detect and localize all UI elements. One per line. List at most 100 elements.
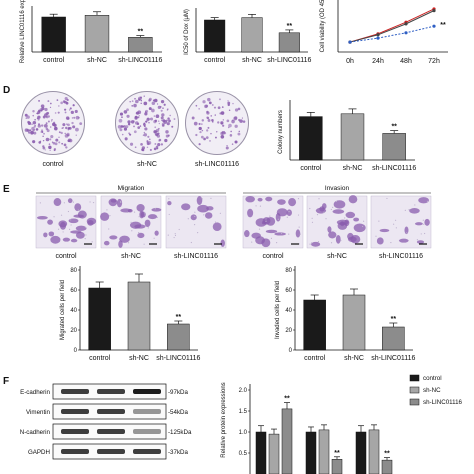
pore-dot bbox=[210, 197, 212, 199]
colony-dot bbox=[32, 114, 34, 117]
colony-dot bbox=[144, 127, 148, 131]
significance-mark: ** bbox=[176, 314, 182, 321]
colony-dot bbox=[71, 117, 74, 119]
pore-dot bbox=[130, 221, 132, 223]
colony-dot bbox=[119, 128, 123, 132]
colony-dot bbox=[51, 141, 54, 143]
colony-dot bbox=[69, 107, 72, 110]
pore-dot bbox=[70, 224, 72, 226]
colony-dot bbox=[60, 101, 63, 105]
pore-dot bbox=[92, 201, 95, 204]
colony-dot bbox=[54, 127, 57, 129]
colony-dot bbox=[171, 125, 174, 128]
image-label: sh-LINC01116 bbox=[174, 253, 218, 260]
pore-dot bbox=[67, 210, 70, 213]
data-point bbox=[432, 9, 436, 13]
x-tick-label: sh-NC bbox=[344, 355, 364, 362]
cell-blob bbox=[167, 201, 172, 206]
x-tick-label: control bbox=[204, 57, 225, 64]
cell-blob bbox=[414, 222, 423, 226]
x-tick-label: sh-LINC01116 bbox=[156, 355, 200, 362]
cell-blob bbox=[353, 223, 366, 233]
pore-dot bbox=[39, 202, 41, 204]
colony-dot bbox=[31, 126, 35, 131]
pore-dot bbox=[394, 219, 397, 221]
significance-mark: ** bbox=[384, 451, 390, 458]
colony-dot bbox=[142, 149, 145, 152]
colony-dot bbox=[154, 126, 157, 129]
colony-dot bbox=[60, 131, 63, 135]
pore-dot bbox=[174, 233, 176, 235]
colony-dot bbox=[160, 109, 163, 112]
colony-dot bbox=[63, 100, 67, 104]
y-tick-label: 0 bbox=[74, 348, 78, 354]
pore-dot bbox=[62, 231, 64, 233]
colony-dot bbox=[228, 109, 231, 112]
colony-dot bbox=[32, 140, 36, 144]
colony-dot bbox=[64, 132, 66, 135]
cell-blob bbox=[319, 206, 325, 212]
legend-label: sh-NC bbox=[423, 387, 441, 394]
colony-dot bbox=[33, 125, 36, 128]
colony-dot bbox=[64, 111, 67, 114]
colony-dot bbox=[157, 143, 161, 147]
colony-dot bbox=[158, 122, 160, 125]
colony-dot bbox=[75, 127, 79, 132]
colony-dot bbox=[227, 100, 229, 102]
cell-blob bbox=[327, 226, 332, 233]
colony-dot bbox=[32, 120, 37, 125]
bar-control bbox=[305, 431, 317, 474]
pore-dot bbox=[147, 227, 149, 229]
cell-blob bbox=[244, 230, 250, 238]
cell-blob bbox=[67, 198, 73, 204]
y-tick-label: 2.0 bbox=[239, 388, 248, 394]
colony-dot bbox=[173, 118, 176, 120]
colony-dot bbox=[231, 119, 235, 124]
y-tick-label: 20 bbox=[70, 328, 77, 334]
pore-dot bbox=[173, 236, 175, 239]
colony-dot bbox=[165, 119, 169, 122]
pore-dot bbox=[335, 200, 338, 203]
colony-dot bbox=[35, 128, 39, 131]
pore-dot bbox=[153, 237, 155, 239]
colony-dot bbox=[148, 122, 150, 124]
colony-dot bbox=[32, 109, 35, 113]
pore-dot bbox=[214, 221, 217, 223]
colony-dot bbox=[166, 109, 169, 111]
pore-dot bbox=[187, 218, 189, 220]
data-point bbox=[404, 22, 408, 26]
colony-dot bbox=[63, 143, 67, 147]
cell-blob bbox=[257, 197, 263, 202]
colony-dot bbox=[71, 121, 74, 125]
pore-dot bbox=[194, 215, 196, 218]
data-point bbox=[376, 33, 380, 37]
cell-blob bbox=[144, 219, 151, 228]
pore-dot bbox=[203, 214, 205, 216]
panel-label-d: D bbox=[3, 85, 10, 96]
colony-dot bbox=[53, 149, 56, 152]
colony-dot bbox=[144, 120, 148, 123]
colony-dot bbox=[150, 117, 154, 121]
colony-dot bbox=[37, 124, 41, 128]
pore-dot bbox=[91, 241, 93, 243]
cell-blob bbox=[43, 232, 48, 238]
colony-dot bbox=[209, 140, 211, 142]
y-tick-label: 0.5 bbox=[239, 451, 248, 457]
cell-blob bbox=[265, 229, 278, 234]
colony-dot bbox=[137, 126, 141, 129]
cell-blob bbox=[345, 211, 356, 219]
pore-dot bbox=[120, 200, 122, 203]
colony-dot bbox=[228, 123, 232, 128]
cell-blob bbox=[136, 204, 145, 212]
colony-dot bbox=[143, 95, 145, 97]
colony-dot bbox=[24, 113, 28, 117]
colony-dot bbox=[61, 142, 64, 145]
colony-dot bbox=[41, 131, 44, 134]
pore-dot bbox=[190, 241, 192, 244]
colony-dot bbox=[138, 115, 140, 117]
pore-dot bbox=[70, 219, 72, 221]
colony-dot bbox=[55, 138, 59, 142]
series-line bbox=[349, 8, 435, 43]
cell-blob bbox=[58, 220, 68, 228]
pore-dot bbox=[277, 218, 279, 220]
